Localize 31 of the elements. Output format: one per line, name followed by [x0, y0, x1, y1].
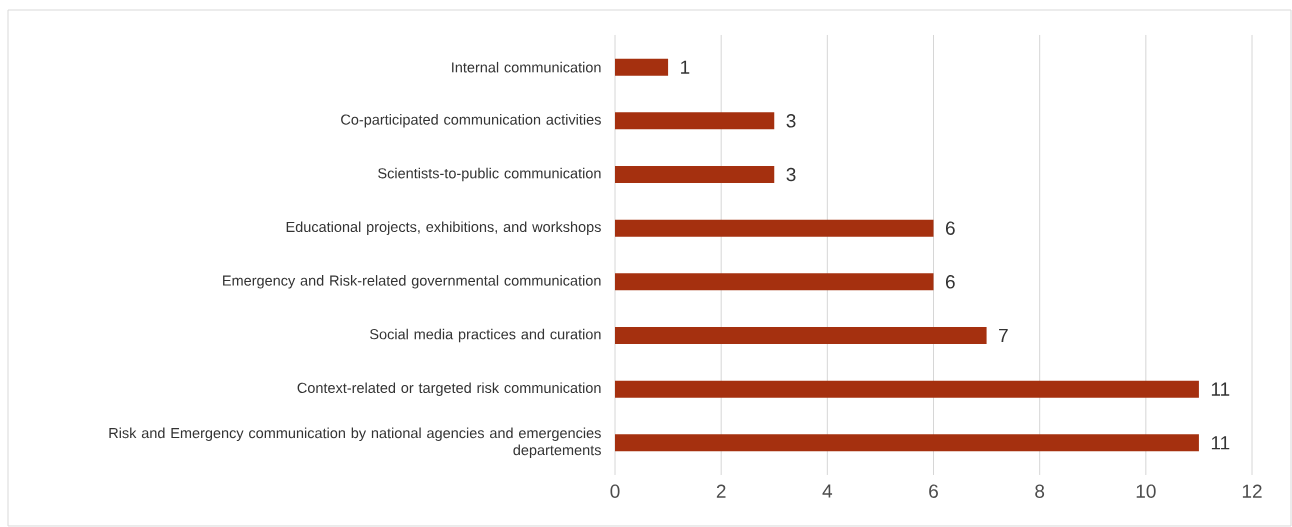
- bar: [615, 326, 987, 344]
- y-tick-label: Emergency and Risk-related governmental communication: [223, 275, 601, 289]
- x-tick-label: 6: [929, 484, 938, 498]
- bar: [615, 380, 1199, 398]
- bar: [615, 112, 775, 130]
- data-label: 7: [999, 328, 1008, 343]
- data-label: 3: [786, 167, 796, 182]
- x-tick-label: 8: [1035, 484, 1045, 498]
- data-label: 11: [1211, 436, 1230, 450]
- bar: [615, 434, 1199, 452]
- y-tick-label: Context-related or targeted risk communication: [297, 382, 601, 396]
- bar: [615, 58, 669, 76]
- x-tick-label: 4: [822, 484, 833, 498]
- bar: [615, 219, 934, 237]
- y-tick-label: Educational projects, exhibitions, and workshops: [286, 221, 601, 235]
- y-tick-label: Co-participated communication activities: [341, 114, 601, 128]
- y-tick-label: Scientists-to-public communication: [378, 167, 601, 182]
- data-label: 11: [1211, 382, 1230, 396]
- y-tick-label: Risk and Emergency communication by national agencies and emergencies departements: [109, 427, 601, 459]
- x-tick-label: 10: [1136, 484, 1156, 498]
- x-tick-label: 0: [610, 484, 620, 498]
- data-label: 3: [786, 114, 796, 128]
- x-tick-label: 2: [716, 484, 726, 498]
- data-label: 1: [681, 60, 690, 74]
- bar: [615, 166, 775, 184]
- x-tick-label: 12: [1242, 484, 1262, 498]
- y-tick-label: Internal communication: [452, 61, 601, 73]
- bar: [615, 273, 934, 291]
- y-tick-label: Social media practices and curation: [370, 328, 601, 343]
- data-label: 6: [945, 221, 955, 235]
- data-label: 6: [945, 275, 955, 289]
